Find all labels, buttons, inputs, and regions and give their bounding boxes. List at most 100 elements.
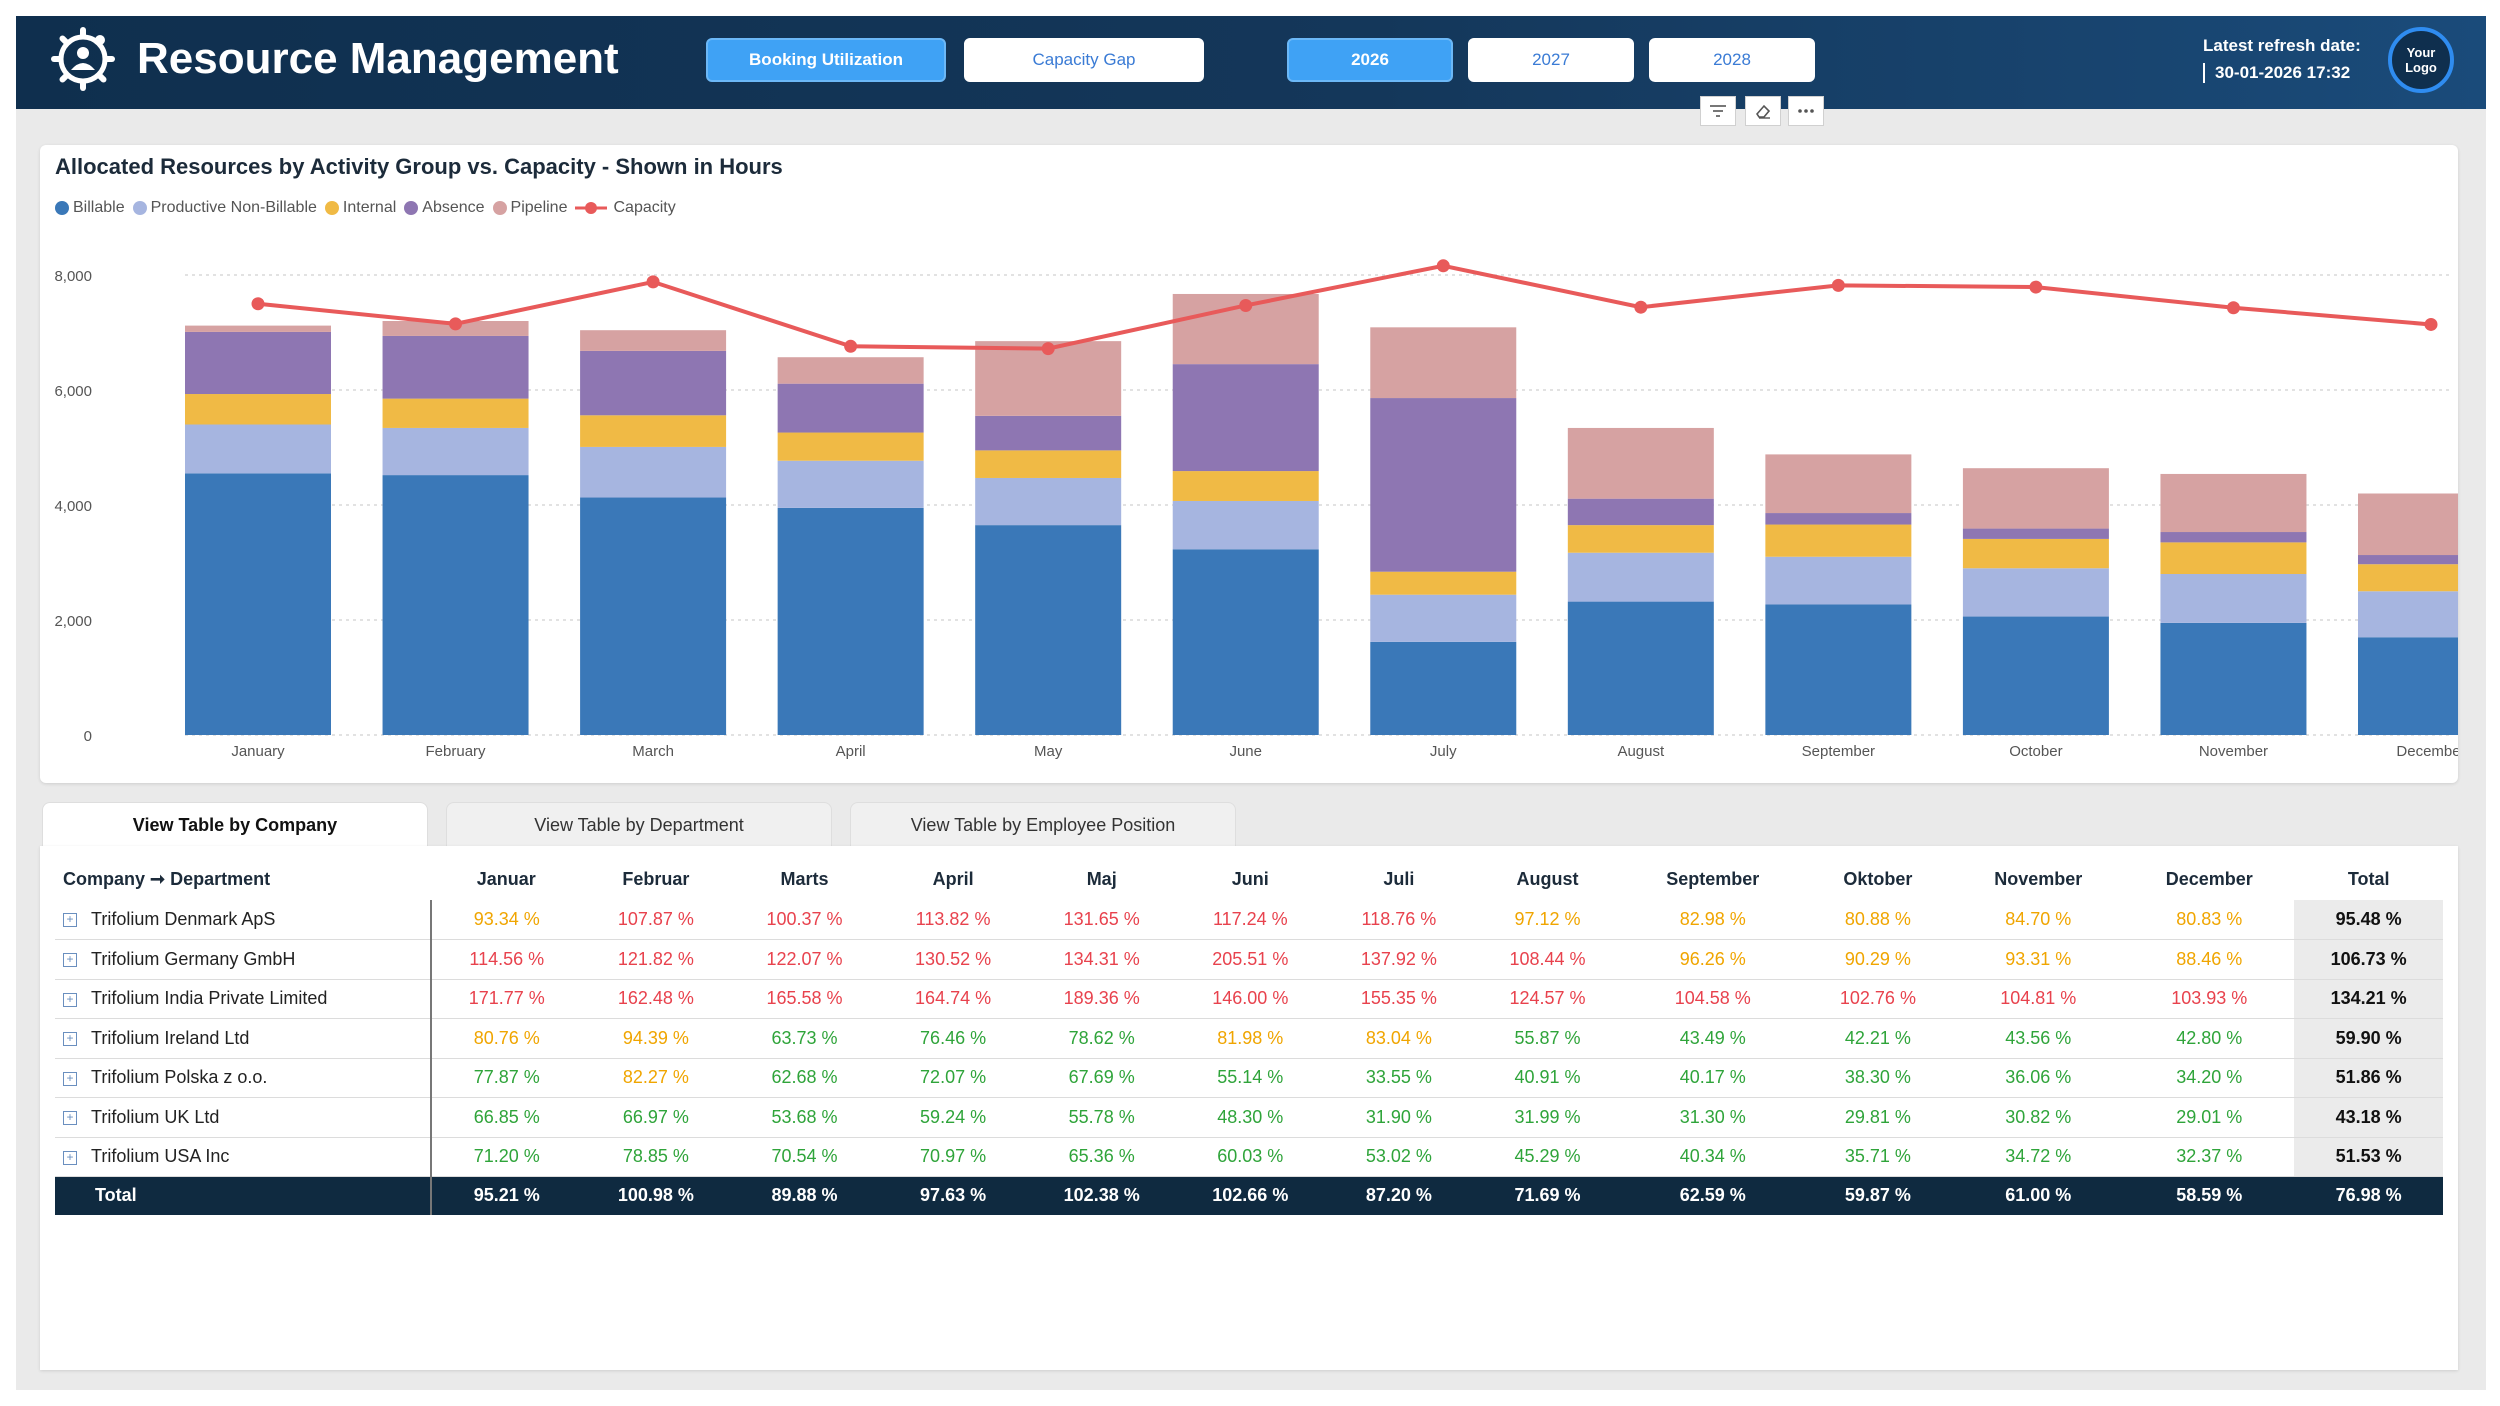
x-tick-label: December (2396, 743, 2458, 760)
y-tick-label: 8,000 (54, 268, 92, 285)
legend-item[interactable]: Internal (324, 199, 396, 217)
column-header[interactable]: Januar (476, 868, 536, 889)
row-header-cell: + Trifolium Denmark ApS (55, 900, 432, 940)
year-2028-button[interactable]: 2028 (1649, 38, 1815, 82)
bar-segment (975, 450, 1122, 478)
column-header[interactable]: Oktober (1843, 868, 1913, 889)
capacity-gap-button[interactable]: Capacity Gap (964, 38, 1204, 82)
utilization-cell: 48.30 % (1176, 1097, 1325, 1138)
utilization-cell: 59.24 % (878, 1097, 1028, 1138)
bar-segment (1765, 556, 1912, 605)
x-tick-label: November (2199, 743, 2268, 760)
column-header[interactable]: April (932, 868, 974, 889)
utilization-cell: 43.56 % (1952, 1018, 2125, 1059)
row-total-cell: 59.90 % (2294, 1018, 2443, 1059)
booking-utilization-button[interactable]: Booking Utilization (706, 38, 946, 82)
bar-segment (185, 424, 331, 474)
total-cell: 97.63 % (878, 1176, 1028, 1215)
table-row: + Trifolium USA Inc 71.20 % 78.85 % 70.54 % 7… (55, 1137, 2443, 1177)
capacity-point (1634, 300, 1648, 314)
expand-plus-icon[interactable]: + (63, 913, 77, 928)
legend-item[interactable]: Billable (55, 199, 125, 217)
column-header[interactable]: Maj (1086, 868, 1117, 889)
more-options-icon[interactable] (1788, 96, 1824, 126)
legend-item[interactable]: Absence (404, 199, 485, 217)
utilization-cell: 155.35 % (1324, 979, 1474, 1019)
utilization-cell: 130.52 % (878, 939, 1028, 980)
x-tick-label: April (836, 743, 866, 760)
legend-label: Absence (422, 199, 485, 216)
bar-segment (185, 325, 331, 332)
utilization-matrix: Company ➞ Department Januar Februar Marts Ap… (55, 858, 2443, 1215)
tab-view-by-department[interactable]: View Table by Department (446, 802, 832, 848)
legend-label: Productive Non-Billable (150, 199, 317, 216)
bar-segment (2358, 564, 2458, 592)
legend-item[interactable]: Productive Non-Billable (132, 199, 317, 217)
column-header[interactable]: December (2165, 868, 2253, 889)
legend-marker (404, 201, 419, 215)
utilization-cell: 31.90 % (1324, 1097, 1474, 1138)
bar-segment (2160, 574, 2307, 623)
eraser-icon[interactable] (1745, 96, 1781, 126)
utilization-cell: 70.54 % (730, 1137, 879, 1177)
total-label: Total (55, 1176, 432, 1215)
filter-icon[interactable] (1700, 96, 1736, 126)
utilization-cell: 55.14 % (1176, 1058, 1325, 1098)
legend-item[interactable]: Pipeline (492, 199, 567, 217)
utilization-cell: 94.39 % (581, 1018, 731, 1059)
column-header[interactable]: November (1994, 868, 2083, 889)
utilization-cell: 81.98 % (1176, 1018, 1325, 1059)
year-2027-button[interactable]: 2027 (1468, 38, 1634, 82)
utilization-cell: 80.83 % (2124, 900, 2295, 940)
utilization-cell: 93.31 % (1952, 939, 2125, 980)
utilization-cell: 165.58 % (730, 979, 879, 1019)
bar-segment (1765, 604, 1912, 735)
column-header[interactable]: Juli (1383, 868, 1415, 889)
utilization-cell: 162.48 % (581, 979, 731, 1019)
company-name: Trifolium USA Inc (91, 1146, 230, 1167)
utilization-cell: 124.57 % (1473, 979, 1622, 1019)
utilization-cell: 100.37 % (730, 900, 879, 940)
bar-segment (975, 477, 1122, 526)
utilization-cell: 90.29 % (1803, 939, 1953, 980)
expand-plus-icon[interactable]: + (63, 1111, 77, 1125)
column-header[interactable]: September (1666, 868, 1760, 889)
column-header[interactable]: August (1516, 868, 1579, 889)
bar-segment (1962, 538, 2109, 569)
tab-view-by-employee-position[interactable]: View Table by Employee Position (850, 802, 1236, 848)
expand-plus-icon[interactable]: + (63, 992, 77, 1007)
bar-segment (2358, 555, 2458, 565)
total-cell: 95.21 % (431, 1176, 582, 1215)
legend-marker (55, 201, 69, 215)
year-2026-button[interactable]: 2026 (1287, 38, 1453, 82)
column-header[interactable]: Juni (1231, 868, 1269, 889)
bar-segment (1567, 552, 1714, 602)
expand-plus-icon[interactable]: + (63, 1032, 77, 1046)
utilization-cell: 121.82 % (581, 939, 731, 980)
expand-plus-icon[interactable]: + (63, 953, 77, 967)
utilization-cell: 104.81 % (1952, 979, 2125, 1019)
bar-segment (1172, 364, 1319, 472)
utilization-cell: 63.73 % (730, 1018, 879, 1059)
column-header[interactable]: Marts (780, 868, 829, 889)
row-total-cell: 43.18 % (2294, 1097, 2443, 1138)
utilization-cell: 60.03 % (1176, 1137, 1325, 1177)
table-row: + Trifolium UK Ltd 66.85 % 66.97 % 53.68 % 59… (55, 1097, 2443, 1138)
bar-segment (2160, 542, 2307, 574)
company-name: Trifolium Polska z o.o. (91, 1067, 268, 1088)
chart-title: Allocated Resources by Activity Group vs… (55, 154, 783, 179)
column-header[interactable]: Total (2347, 868, 2390, 889)
expand-plus-icon[interactable]: + (63, 1150, 77, 1165)
row-header-cell: + Trifolium India Private Limited (55, 979, 432, 1019)
legend-item[interactable]: Capacity (575, 199, 676, 217)
logo-text: Your Logo (2405, 45, 2437, 75)
tab-view-by-company[interactable]: View Table by Company (42, 802, 428, 848)
bar-segment (1172, 471, 1319, 501)
utilization-cell: 82.27 % (581, 1058, 731, 1098)
column-header[interactable]: Februar (622, 868, 690, 889)
utilization-cell: 66.97 % (581, 1097, 731, 1138)
column-header-hierarchy[interactable]: Company ➞ Department (63, 868, 271, 889)
row-header-cell: + Trifolium Ireland Ltd (55, 1018, 432, 1059)
expand-plus-icon[interactable]: + (63, 1071, 77, 1086)
bar-segment (1962, 568, 2109, 617)
